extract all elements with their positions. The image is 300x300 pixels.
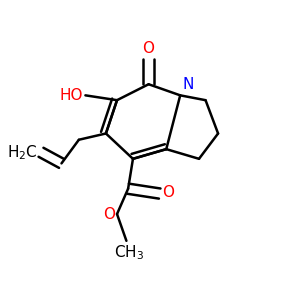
Text: HO: HO [59, 88, 82, 103]
Text: N: N [182, 77, 194, 92]
Text: O: O [103, 207, 115, 222]
Text: O: O [142, 41, 154, 56]
Text: CH$_3$: CH$_3$ [114, 244, 144, 262]
Text: O: O [163, 184, 175, 200]
Text: H$_2$C: H$_2$C [8, 143, 38, 162]
